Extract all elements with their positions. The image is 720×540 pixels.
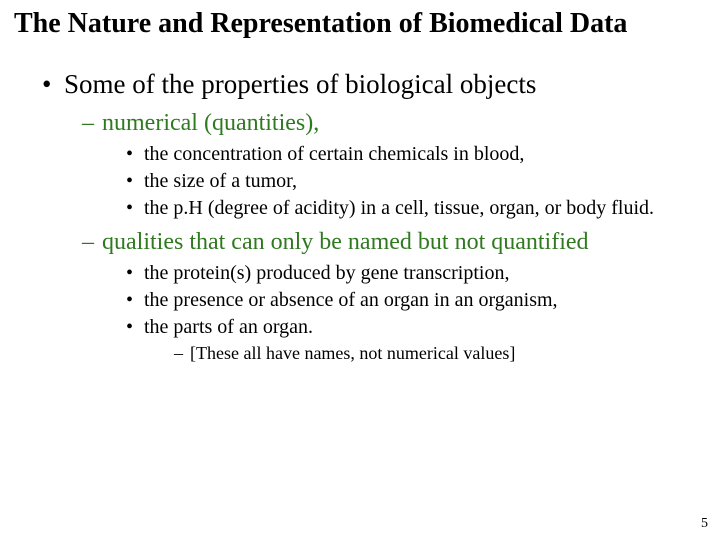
bullet-lvl4-note: – [These all have names, not numerical v…	[174, 342, 706, 365]
page-number: 5	[701, 516, 708, 532]
bullet-lvl3: • the presence or absence of an organ in…	[126, 288, 666, 313]
lvl3-item: the presence or absence of an organ in a…	[144, 288, 558, 313]
bullet-lvl3: • the p.H (degree of acidity) in a cell,…	[126, 196, 666, 221]
lvl3-item: the concentration of certain chemicals i…	[144, 142, 524, 167]
bullet-dot-icon: •	[126, 169, 144, 194]
dash-icon: –	[82, 227, 102, 257]
dash-icon: –	[82, 108, 102, 138]
bullet-dot-icon: •	[126, 288, 144, 313]
lvl2-heading-1: numerical (quantities),	[102, 108, 319, 138]
bullet-lvl1: • Some of the properties of biological o…	[42, 68, 706, 102]
lvl3-item: the parts of an organ.	[144, 315, 313, 340]
lvl2-heading-2: qualities that can only be named but not…	[102, 227, 589, 257]
bullet-lvl3: • the parts of an organ.	[126, 315, 666, 340]
bullet-lvl3: • the protein(s) produced by gene transc…	[126, 261, 666, 286]
lvl3-item: the p.H (degree of acidity) in a cell, t…	[144, 196, 654, 221]
bullet-lvl2-numerical: – numerical (quantities),	[82, 108, 706, 138]
lvl4-note: [These all have names, not numerical val…	[190, 342, 515, 365]
bullet-lvl3: • the concentration of certain chemicals…	[126, 142, 666, 167]
slide-title: The Nature and Representation of Biomedi…	[14, 8, 706, 40]
bullet-lvl3: • the size of a tumor,	[126, 169, 666, 194]
lvl3-item: the size of a tumor,	[144, 169, 297, 194]
slide: The Nature and Representation of Biomedi…	[0, 0, 720, 540]
bullet-dot-icon: •	[126, 196, 144, 221]
bullet-dot-icon: •	[126, 261, 144, 286]
bullet-dot-icon: •	[126, 142, 144, 167]
lvl1-text: Some of the properties of biological obj…	[64, 68, 536, 102]
bullet-dot-icon: •	[126, 315, 144, 340]
lvl3-item: the protein(s) produced by gene transcri…	[144, 261, 509, 286]
dash-icon: –	[174, 342, 190, 365]
bullet-dot-icon: •	[42, 68, 64, 102]
bullet-lvl2-qualities: – qualities that can only be named but n…	[82, 227, 706, 257]
